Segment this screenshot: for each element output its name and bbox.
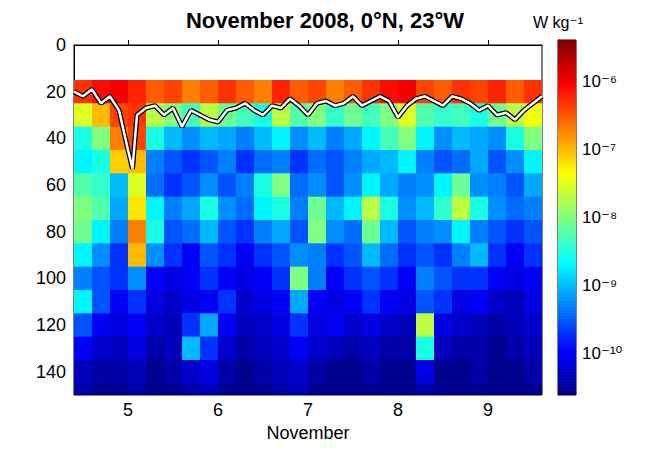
svg-text:7: 7 — [303, 400, 313, 420]
svg-text:10⁻¹⁰: 10⁻¹⁰ — [582, 344, 623, 363]
svg-text:20: 20 — [46, 82, 66, 102]
svg-text:W kg⁻¹: W kg⁻¹ — [533, 14, 583, 31]
svg-text:6: 6 — [213, 400, 223, 420]
svg-text:9: 9 — [483, 400, 493, 420]
svg-text:10⁻⁶: 10⁻⁶ — [582, 72, 617, 91]
svg-text:80: 80 — [46, 222, 66, 242]
svg-text:10⁻⁹: 10⁻⁹ — [582, 276, 617, 295]
svg-text:140: 140 — [36, 362, 66, 382]
svg-text:8: 8 — [393, 400, 403, 420]
svg-text:40: 40 — [46, 128, 66, 148]
svg-text:November: November — [266, 423, 349, 443]
svg-text:0: 0 — [56, 35, 66, 55]
svg-text:10⁻⁸: 10⁻⁸ — [582, 208, 617, 227]
svg-text:100: 100 — [36, 268, 66, 288]
svg-text:120: 120 — [36, 315, 66, 335]
svg-text:November 2008, 0°N, 23°W: November 2008, 0°N, 23°W — [186, 8, 464, 33]
svg-text:5: 5 — [123, 400, 133, 420]
svg-text:60: 60 — [46, 175, 66, 195]
svg-text:10⁻⁷: 10⁻⁷ — [582, 140, 616, 159]
